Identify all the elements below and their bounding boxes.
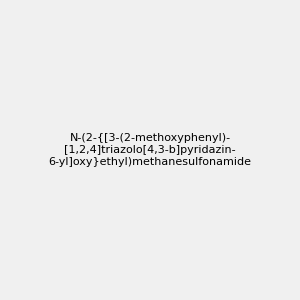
Text: N-(2-{[3-(2-methoxyphenyl)-
[1,2,4]triazolo[4,3-b]pyridazin-
6-yl]oxy}ethyl)meth: N-(2-{[3-(2-methoxyphenyl)- [1,2,4]triaz… — [49, 134, 251, 166]
